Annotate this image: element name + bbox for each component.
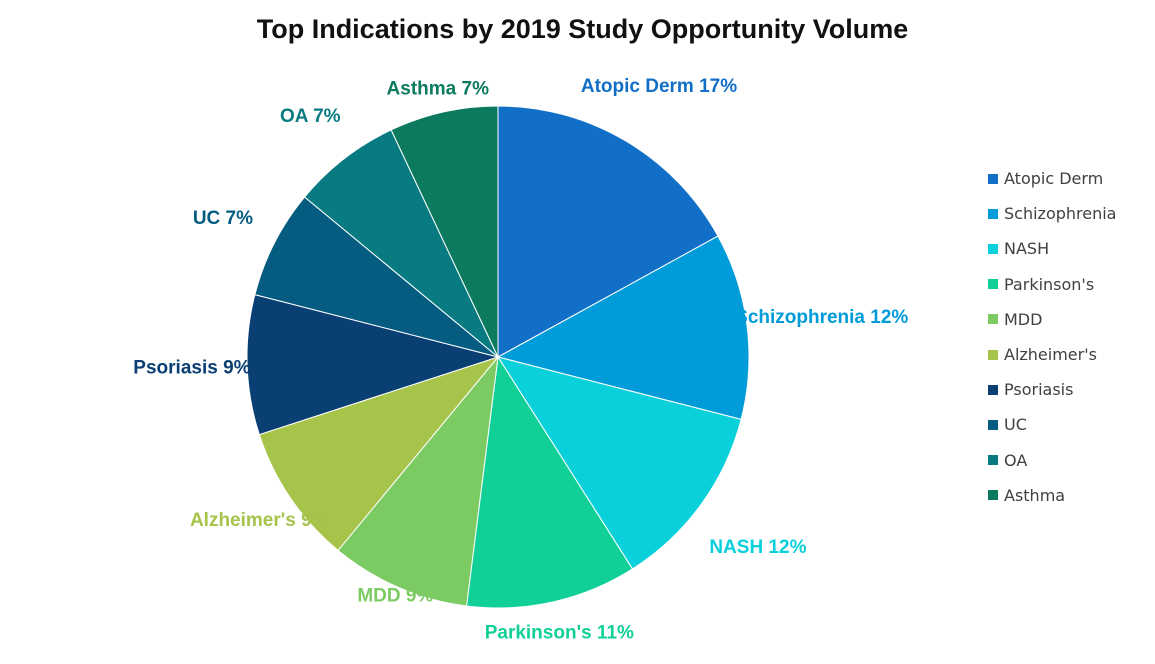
slice-label-alzheimer-s: Alzheimer's 9% (190, 510, 329, 531)
legend-label: Schizophrenia (1004, 204, 1117, 224)
pie-slice-atopic-derm (497, 105, 719, 358)
slice-label-psoriasis: Psoriasis 9% (133, 358, 250, 379)
legend-item-schizophrenia: Schizophrenia (988, 196, 1148, 231)
pie-slice-uc (254, 196, 499, 358)
pie-slice-alzheimer-s (258, 355, 500, 552)
chart-title: Top Indications by 2019 Study Opportunit… (256, 14, 909, 44)
pie-labels: Atopic Derm 17% Schizophrenia 12% NASH 12%… (133, 76, 908, 644)
slice-label-atopic-derm: Atopic Derm 17% (581, 76, 737, 97)
legend-swatch (988, 243, 998, 254)
legend-swatch (988, 173, 998, 184)
legend-item-alzheimer-s: Alzheimer's (988, 337, 1148, 372)
legend-label: Asthma (1004, 485, 1066, 505)
pie-slice-parkinson-s (465, 355, 634, 609)
legend-label: Atopic Derm (1004, 169, 1104, 189)
legend-item-mdd: MDD (988, 302, 1148, 337)
legend-label: Parkinson's (1004, 274, 1095, 294)
slice-label-parkinson-s: Parkinson's 11% (485, 622, 634, 643)
slice-label-uc: UC 7% (193, 208, 253, 229)
legend-label: Psoriasis (1004, 380, 1074, 400)
pie-slice-asthma (390, 105, 499, 358)
legend-item-psoriasis: Psoriasis (988, 372, 1148, 407)
legend-item-nash: NASH (988, 231, 1148, 266)
pie-slice-oa (303, 129, 499, 358)
slice-label-asthma: Asthma 7% (387, 79, 490, 100)
legend-label: UC (1004, 415, 1027, 435)
pie-slice-psoriasis (246, 293, 500, 436)
legend-swatch (988, 490, 998, 501)
slice-label-mdd: MDD 9% (357, 585, 433, 606)
legend-label: OA (1004, 450, 1028, 470)
legend-label: MDD (1004, 309, 1043, 329)
legend-label: NASH (1004, 239, 1050, 259)
legend-swatch (988, 314, 998, 325)
legend-swatch (988, 455, 998, 466)
slice-label-oa: OA 7% (280, 106, 341, 127)
legend-swatch (988, 279, 998, 290)
chart-legend: Atopic Derm Schizophrenia NASH Parkinson's M… (988, 161, 1148, 513)
legend-label: Alzheimer's (1004, 345, 1097, 365)
legend-swatch (988, 208, 998, 219)
pie-slice-nash (496, 356, 742, 570)
legend-item-uc: UC (988, 407, 1148, 442)
legend-swatch (988, 384, 998, 395)
legend-item-oa: OA (988, 443, 1148, 478)
legend-item-asthma: Asthma (988, 478, 1148, 513)
legend-item-parkinson-s: Parkinson's (988, 267, 1148, 302)
legend-swatch (988, 349, 998, 360)
pie-slice-mdd (337, 355, 499, 607)
pie-slice-schizophrenia (496, 235, 750, 421)
legend-swatch (988, 419, 998, 430)
pie-slices (246, 105, 750, 609)
legend-item-atopic-derm: Atopic Derm (988, 161, 1148, 196)
slice-label-nash: NASH 12% (709, 537, 806, 558)
slice-label-schizophrenia: Schizophrenia 12% (735, 307, 908, 328)
